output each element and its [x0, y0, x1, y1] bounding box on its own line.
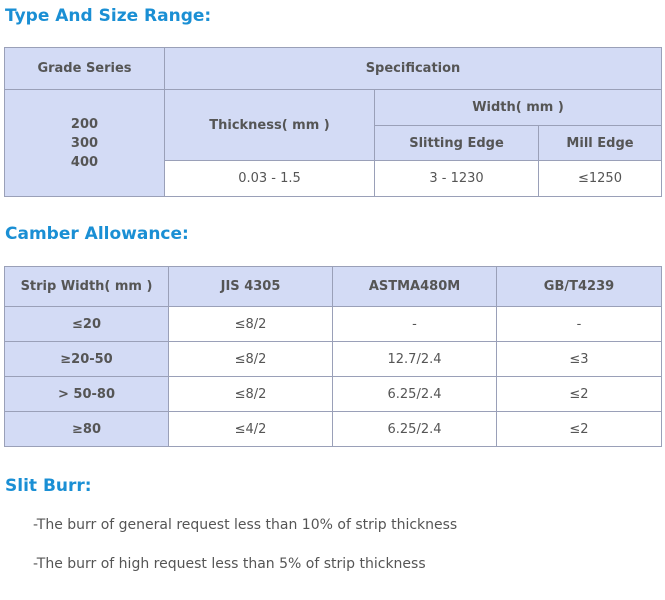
- gb-cell: -: [496, 306, 662, 342]
- astm-cell: 6.25/2.4: [332, 376, 497, 412]
- gb-header: GB/T4239: [496, 266, 662, 307]
- camber-table: Strip Width( mm ) JIS 4305 ASTMA480M GB/…: [4, 266, 662, 447]
- table-row: > 50-80 ≤8/2 6.25/2.4 ≤2: [4, 376, 662, 412]
- table-row: ≤20 ≤8/2 - -: [4, 306, 662, 342]
- specification-header: Specification: [164, 47, 662, 90]
- burr-general-note: -The burr of general request less than 1…: [33, 517, 458, 533]
- thickness-header: Thickness( mm ): [164, 89, 375, 161]
- gb-cell: ≤2: [496, 376, 662, 412]
- table-row: ≥20-50 ≤8/2 12.7/2.4 ≤3: [4, 341, 662, 377]
- gb-cell: ≤2: [496, 411, 662, 447]
- mill-edge-value: ≤1250: [538, 160, 662, 197]
- jis-header: JIS 4305: [168, 266, 333, 307]
- jis-cell: ≤4/2: [168, 411, 333, 447]
- gb-cell: ≤3: [496, 341, 662, 377]
- strip-width-header: Strip Width( mm ): [4, 266, 169, 307]
- astm-cell: 6.25/2.4: [332, 411, 497, 447]
- mill-edge-header: Mill Edge: [538, 125, 662, 161]
- strip-width-cell: > 50-80: [4, 376, 169, 412]
- type-size-title: Type And Size Range:: [5, 6, 212, 26]
- astm-cell: -: [332, 306, 497, 342]
- slitting-edge-value: 3 - 1230: [374, 160, 539, 197]
- grade-item: 200: [70, 116, 99, 132]
- grade-list: 200 300 400: [4, 89, 165, 197]
- strip-width-cell: ≥20-50: [4, 341, 169, 377]
- grade-series-header: Grade Series: [4, 47, 165, 90]
- width-header: Width( mm ): [374, 89, 662, 126]
- slitting-edge-header: Slitting Edge: [374, 125, 539, 161]
- camber-title: Camber Allowance:: [5, 224, 189, 244]
- jis-cell: ≤8/2: [168, 341, 333, 377]
- astm-header: ASTMA480M: [332, 266, 497, 307]
- thickness-value: 0.03 - 1.5: [164, 160, 375, 197]
- jis-cell: ≤8/2: [168, 376, 333, 412]
- jis-cell: ≤8/2: [168, 306, 333, 342]
- astm-cell: 12.7/2.4: [332, 341, 497, 377]
- burr-high-note: -The burr of high request less than 5% o…: [33, 556, 426, 572]
- strip-width-cell: ≥80: [4, 411, 169, 447]
- strip-width-cell: ≤20: [4, 306, 169, 342]
- grade-item: 400: [70, 154, 99, 170]
- type-size-table: Grade Series Specification 200 300 400 T…: [4, 47, 662, 197]
- table-row: ≥80 ≤4/2 6.25/2.4 ≤2: [4, 411, 662, 447]
- grade-item: 300: [70, 135, 99, 151]
- slit-burr-title: Slit Burr:: [5, 476, 92, 496]
